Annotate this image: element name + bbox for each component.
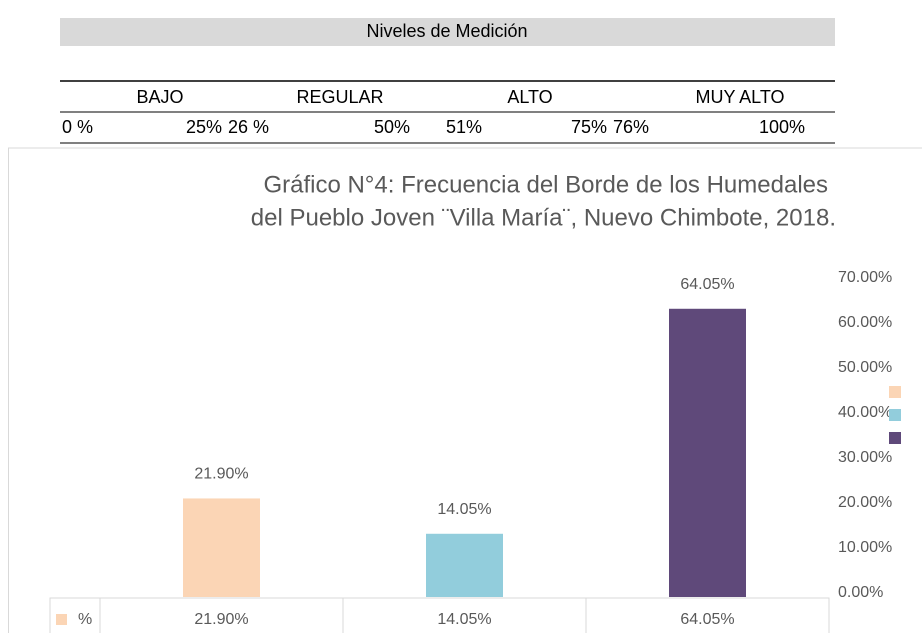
bar	[183, 498, 260, 597]
y-tick-label: 40.00%	[838, 404, 892, 421]
table-value: 64.05%	[680, 611, 734, 628]
bar	[669, 308, 746, 597]
level-label: MUY ALTO	[695, 87, 784, 107]
legend-swatch	[889, 386, 901, 398]
y-tick-label: 10.00%	[838, 539, 892, 556]
header-bar	[60, 18, 835, 46]
level-label: ALTO	[507, 87, 552, 107]
series-name: %	[78, 611, 92, 628]
chart-title: Gráfico N°4: Frecuencia del Borde de los…	[263, 171, 828, 198]
range-to: 25%	[186, 117, 222, 137]
range-from: 51%	[446, 117, 482, 137]
y-tick-label: 0.00%	[838, 584, 883, 601]
range-from: 0 %	[62, 117, 93, 137]
legend-swatch	[56, 614, 67, 625]
header-title: Niveles de Medición	[366, 21, 527, 41]
bar	[426, 533, 503, 597]
legend-swatch	[889, 409, 901, 421]
level-label: BAJO	[136, 87, 183, 107]
y-tick-label: 20.00%	[838, 494, 892, 511]
range-to: 75%	[571, 117, 607, 137]
range-to: 100%	[759, 117, 805, 137]
chart-title: del Pueblo Joven ¨Villa María¨, Nuevo Ch…	[251, 204, 836, 231]
data-label: 14.05%	[437, 501, 491, 518]
y-tick-label: 30.00%	[838, 449, 892, 466]
legend-swatch	[889, 432, 901, 444]
data-table	[49, 597, 830, 638]
y-tick-label: 70.00%	[838, 269, 892, 286]
y-tick-label: 50.00%	[838, 359, 892, 376]
data-label: 21.90%	[194, 466, 248, 483]
range-from: 76%	[613, 117, 649, 137]
range-from: 26 %	[228, 117, 269, 137]
data-label: 64.05%	[680, 276, 734, 293]
table-value: 14.05%	[437, 611, 491, 628]
level-label: REGULAR	[296, 87, 383, 107]
y-tick-label: 60.00%	[838, 314, 892, 331]
range-to: 50%	[374, 117, 410, 137]
table-value: 21.90%	[194, 611, 248, 628]
